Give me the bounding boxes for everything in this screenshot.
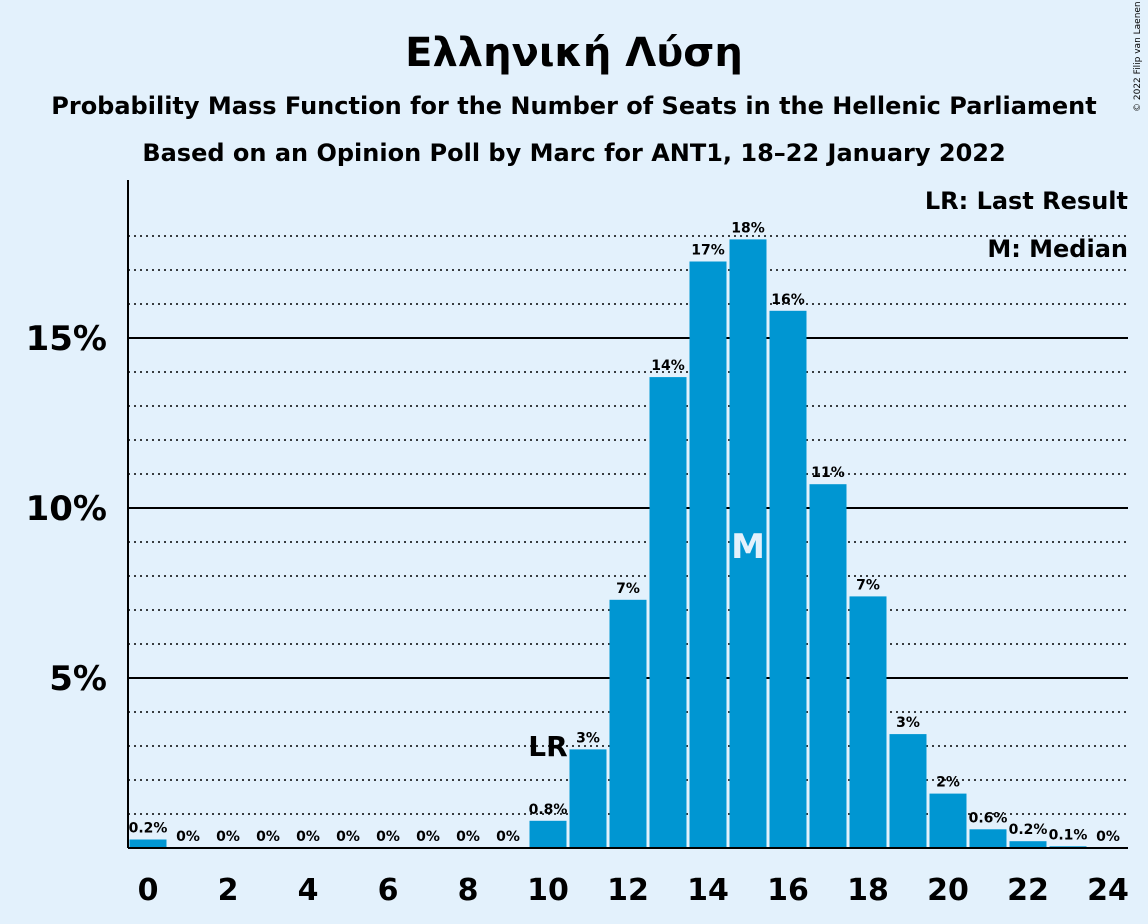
bar-label: 3% xyxy=(896,715,920,731)
x-tick-label: 6 xyxy=(378,873,399,908)
legend-median: M: Median xyxy=(987,235,1128,263)
axes: 5%10%15%0 2 4 6 8 10 12 14 16 18 20 22 24 xyxy=(26,180,1129,908)
bar-label: 0% xyxy=(456,829,480,845)
bar xyxy=(729,239,767,848)
bar xyxy=(649,377,687,848)
bar-label: 0% xyxy=(176,829,200,845)
bar-label: 0% xyxy=(496,829,520,845)
bar xyxy=(889,734,927,848)
bar-label: 0% xyxy=(376,829,400,845)
bar xyxy=(529,820,567,848)
x-tick-label: 2 xyxy=(218,873,239,908)
chart-title: Ελληνική Λύση xyxy=(405,30,743,76)
bar-label: 0.1% xyxy=(1049,827,1088,843)
x-tick-label: 4 xyxy=(298,873,319,908)
x-tick-label: 20 xyxy=(927,873,969,908)
bar-label: 0% xyxy=(256,829,280,845)
x-tick-label: 8 xyxy=(458,873,479,908)
bar-label: 0.2% xyxy=(1009,822,1048,838)
bar-label: 7% xyxy=(856,577,880,593)
bar-label: 0% xyxy=(216,829,240,845)
bar xyxy=(969,829,1007,848)
x-tick-label: 18 xyxy=(847,873,889,908)
median-marker: M xyxy=(731,527,765,567)
legend-last-result: LR: Last Result xyxy=(925,187,1128,215)
bar xyxy=(809,484,847,848)
bars: 0.2% 0% 0% 0% 0% 0% 0% 0% 0% 0% 0.8% 3% 7% 14% 17% 18% 1… xyxy=(129,220,1120,848)
x-tick-label: 10 xyxy=(527,873,569,908)
bar-label: 0.8% xyxy=(529,802,568,818)
y-tick-label: 15% xyxy=(26,319,107,359)
bar xyxy=(929,793,967,848)
x-tick-label: 12 xyxy=(607,873,649,908)
copyright: © 2022 Filip van Laenen xyxy=(1133,1,1143,112)
y-tick-label: 5% xyxy=(49,659,107,699)
bar xyxy=(129,839,167,848)
bar-label: 0% xyxy=(1096,829,1120,845)
bar-label: 14% xyxy=(651,358,685,374)
bar-label: 11% xyxy=(811,465,845,481)
bar-label: 17% xyxy=(691,243,725,259)
bar-label: 3% xyxy=(576,730,600,746)
bar-label: 0.6% xyxy=(969,810,1008,826)
x-tick-label: 16 xyxy=(767,873,809,908)
bar xyxy=(849,596,887,848)
y-tick-label: 10% xyxy=(26,489,107,529)
x-tick-label: 14 xyxy=(687,873,729,908)
x-tick-label: 24 xyxy=(1087,873,1129,908)
bar xyxy=(689,261,727,848)
x-tick-label: 22 xyxy=(1007,873,1049,908)
last-result-marker: LR xyxy=(528,730,567,763)
bar-label: 18% xyxy=(731,220,765,236)
bar-label: 2% xyxy=(936,775,960,791)
bar-label: 0% xyxy=(296,829,320,845)
bar-label: 16% xyxy=(771,292,805,308)
bar xyxy=(569,749,607,848)
bar xyxy=(1009,841,1047,848)
bar xyxy=(769,310,807,848)
chart-subtitle-source: Based on an Opinion Poll by Marc for ANT… xyxy=(142,139,1005,167)
x-tick-label: 0 xyxy=(138,873,159,908)
bar-label: 0% xyxy=(416,829,440,845)
bar-label: 0.2% xyxy=(129,821,168,837)
bar xyxy=(609,599,647,848)
bar-label: 0% xyxy=(336,829,360,845)
bar-label: 7% xyxy=(616,581,640,597)
chart-subtitle: Probability Mass Function for the Number… xyxy=(51,92,1096,120)
